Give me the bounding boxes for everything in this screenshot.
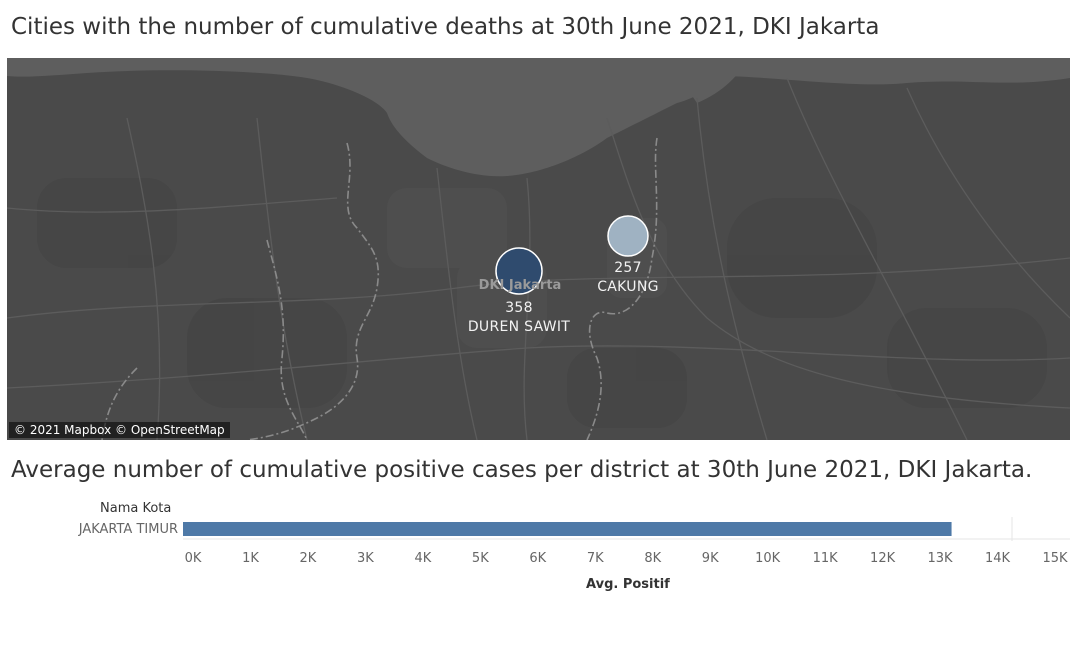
marker-value: 358: [505, 300, 533, 316]
bay-area: [667, 58, 747, 103]
map-base: [7, 58, 1070, 440]
x-tick-label: 4K: [414, 551, 431, 566]
terrain-texture: [37, 178, 1047, 428]
map-title: Cities with the number of cumulative dea…: [11, 14, 880, 40]
marker-cakung-label[interactable]: 257 CAKUNG: [597, 260, 659, 295]
chart-plot: 0K 1K 2K 3K 4K 5K 6K 7K 8K 9K 10K 11K 12K 13K 14K 15K: [183, 517, 1070, 566]
axis-title: Avg. Positif: [586, 577, 670, 592]
bar-jakarta-timur[interactable]: [183, 522, 952, 536]
marker-cakung: [607, 215, 649, 257]
x-tick-label: 13K: [928, 551, 954, 566]
x-tick-label: 6K: [529, 551, 546, 566]
x-tick-label: 7K: [587, 551, 604, 566]
x-tick-label: 15K: [1042, 551, 1068, 566]
province-boundary: [101, 137, 658, 440]
x-tick-label: 11K: [813, 551, 839, 566]
x-tick-label: 9K: [702, 551, 719, 566]
marker-duren-sawit-label[interactable]: 358 DUREN SAWIT: [468, 300, 570, 335]
region-label: DKI Jakarta: [478, 278, 562, 293]
x-tick-label: 14K: [985, 551, 1011, 566]
map-view[interactable]: DKI Jakarta 358 DUREN SAWIT 257 CAKUNG ©…: [7, 58, 1070, 440]
x-tick-label: 5K: [472, 551, 489, 566]
chart-title: Average number of cumulative positive ca…: [11, 457, 1033, 483]
marker-value: 257: [614, 260, 642, 276]
x-tick-label: 1K: [242, 551, 259, 566]
bar-chart: Nama Kota JAKARTA TIMUR 0K 1K 2K 3K 4K 5K 6K 7K…: [0, 495, 1078, 605]
category-label: JAKARTA TIMUR: [78, 522, 178, 537]
x-tick-label: 12K: [870, 551, 896, 566]
x-tick-label: 0K: [185, 551, 202, 566]
dimension-header: Nama Kota: [100, 501, 172, 516]
x-tick-label: 8K: [644, 551, 661, 566]
map-attribution[interactable]: © 2021 Mapbox © OpenStreetMap: [9, 422, 230, 438]
x-tick-label: 2K: [300, 551, 317, 566]
marker-district: CAKUNG: [597, 279, 659, 295]
sea-area: [7, 58, 1070, 177]
marker-duren-sawit: [495, 247, 543, 295]
marker-district: DUREN SAWIT: [467, 319, 571, 335]
x-tick-label: 3K: [357, 551, 374, 566]
x-tick-label: 10K: [755, 551, 781, 566]
